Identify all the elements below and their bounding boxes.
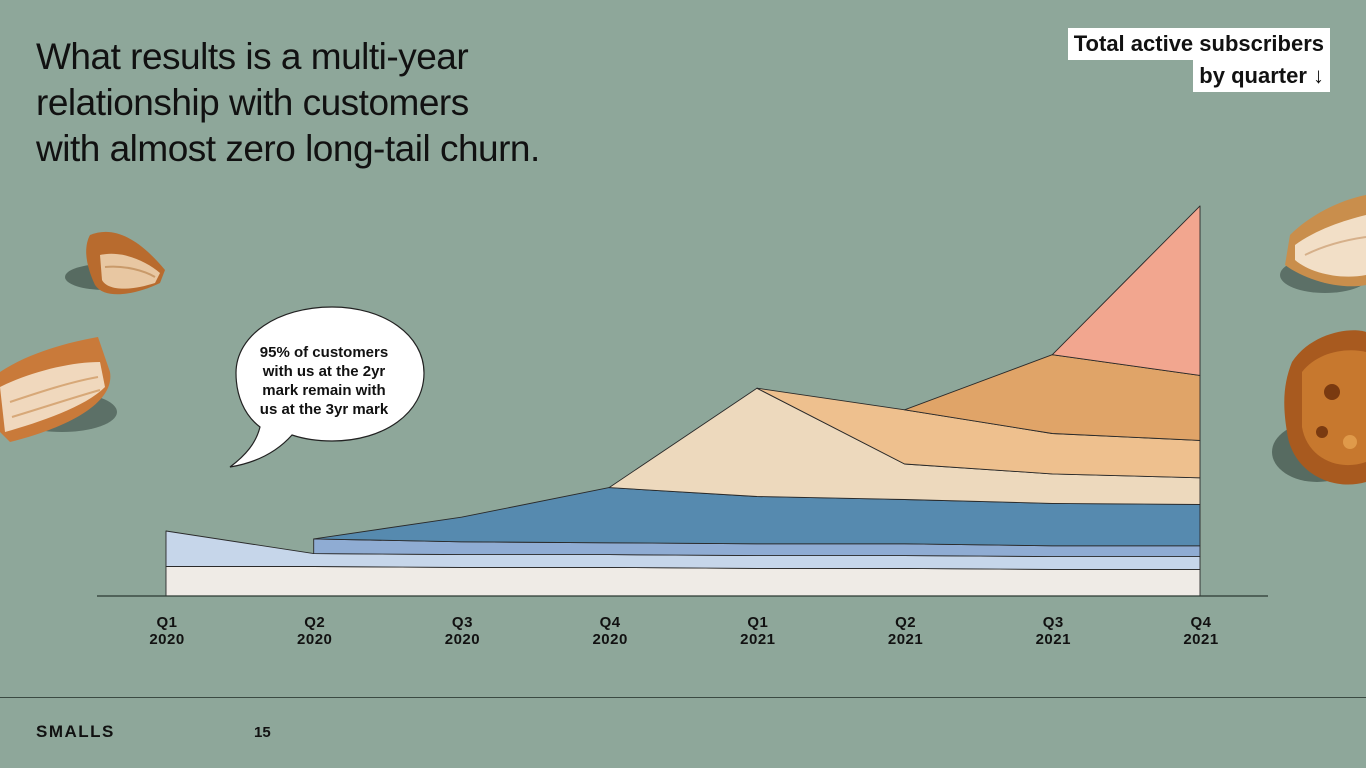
x-tick-label: Q4 2020 xyxy=(592,614,627,648)
x-tick-label: Q4 2021 xyxy=(1183,614,1218,648)
headline-line: with almost zero long-tail churn. xyxy=(36,128,540,169)
area-series-7 xyxy=(904,354,1201,441)
callout-line: us at the 3yr mark xyxy=(259,401,389,418)
chicken-piece-image xyxy=(65,231,165,295)
x-tick-label: Q3 2021 xyxy=(1036,614,1071,648)
chart-title: Total active subscribers by quarter ↓ xyxy=(1067,28,1330,92)
headline-line: relationship with customers xyxy=(36,82,469,123)
x-tick-label: Q2 2021 xyxy=(888,614,923,648)
x-tick-label: Q2 2020 xyxy=(297,614,332,648)
chicken-piece-right-image xyxy=(1280,195,1366,293)
callout-line: 95% of customers xyxy=(259,344,389,361)
slide-headline: What results is a multi-year relationshi… xyxy=(36,34,656,172)
callout-text: 95% of customers with us at the 2yr mark… xyxy=(238,343,410,419)
x-tick-label: Q3 2020 xyxy=(445,614,480,648)
callout-line: with us at the 2yr xyxy=(262,363,386,380)
area-series-1 xyxy=(165,566,1201,597)
x-tick-labels: Q1 2020 Q2 2020 Q3 2020 Q4 2020 Q1 2021 Q2 2021 Q3 20… xyxy=(149,614,1218,648)
x-tick-label: Q1 2020 xyxy=(149,614,184,648)
chicken-slice-image xyxy=(0,337,117,442)
speech-bubble xyxy=(229,306,425,468)
page-number: 15 xyxy=(254,724,271,741)
area-series-8 xyxy=(1051,205,1201,376)
brand-wordmark: SMALLS xyxy=(36,722,115,741)
headline-line: What results is a multi-year xyxy=(36,36,469,77)
chart-title-line: by quarter ↓ xyxy=(1193,60,1330,92)
area-series-group xyxy=(165,205,1201,597)
chart-title-line: Total active subscribers xyxy=(1067,28,1330,60)
footer-divider xyxy=(0,697,1366,698)
roasted-chicken-image xyxy=(1272,330,1366,485)
callout-line: mark remain with xyxy=(262,382,386,399)
x-tick-label: Q1 2021 xyxy=(740,614,775,648)
